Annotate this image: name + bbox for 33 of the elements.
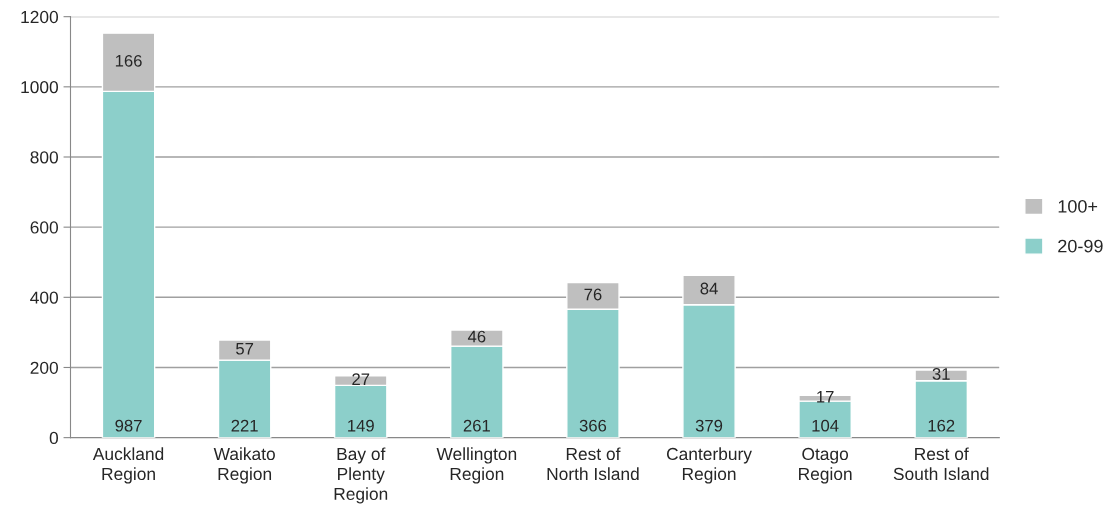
- legend-label: 100+: [1058, 199, 1098, 213]
- x-tick-label: Rest of South Island: [893, 447, 989, 481]
- data-label: 104: [812, 419, 839, 432]
- data-label: 379: [695, 419, 723, 432]
- y-tick-label: 1000: [21, 81, 59, 94]
- data-label: 27: [352, 373, 370, 385]
- data-label: 149: [348, 419, 374, 432]
- data-label: 366: [579, 419, 607, 432]
- data-label: 166: [115, 54, 142, 67]
- x-tick-label: Auckland Region: [92, 447, 164, 484]
- data-label: 162: [928, 419, 955, 432]
- y-tick-label: 800: [30, 151, 59, 164]
- x-tick-label: Waikato Region: [213, 447, 275, 484]
- x-tick-label: Bay of Plenty Region: [334, 447, 388, 504]
- y-tick-label: 0: [49, 431, 59, 445]
- data-label: 31: [932, 368, 950, 380]
- data-label: 76: [584, 288, 602, 301]
- x-tick-label: Wellington Region: [436, 447, 517, 484]
- y-tick-label: 1200: [21, 10, 59, 24]
- data-label: 84: [700, 282, 718, 295]
- data-label: 57: [236, 342, 254, 355]
- x-tick-label: Otago Region: [799, 447, 852, 484]
- data-label: 261: [463, 419, 490, 432]
- y-tick-label: 600: [30, 221, 59, 234]
- data-label: 221: [231, 419, 258, 432]
- legend-label: 20-99: [1058, 239, 1103, 253]
- y-tick-label: 400: [30, 291, 59, 304]
- x-tick-label: Canterbury Region: [666, 447, 752, 484]
- data-label: 987: [115, 419, 142, 432]
- y-tick-label: 200: [30, 361, 59, 374]
- data-label: 17: [817, 391, 834, 403]
- x-tick-label: Rest of North Island: [547, 447, 639, 481]
- data-label: 46: [467, 330, 486, 343]
